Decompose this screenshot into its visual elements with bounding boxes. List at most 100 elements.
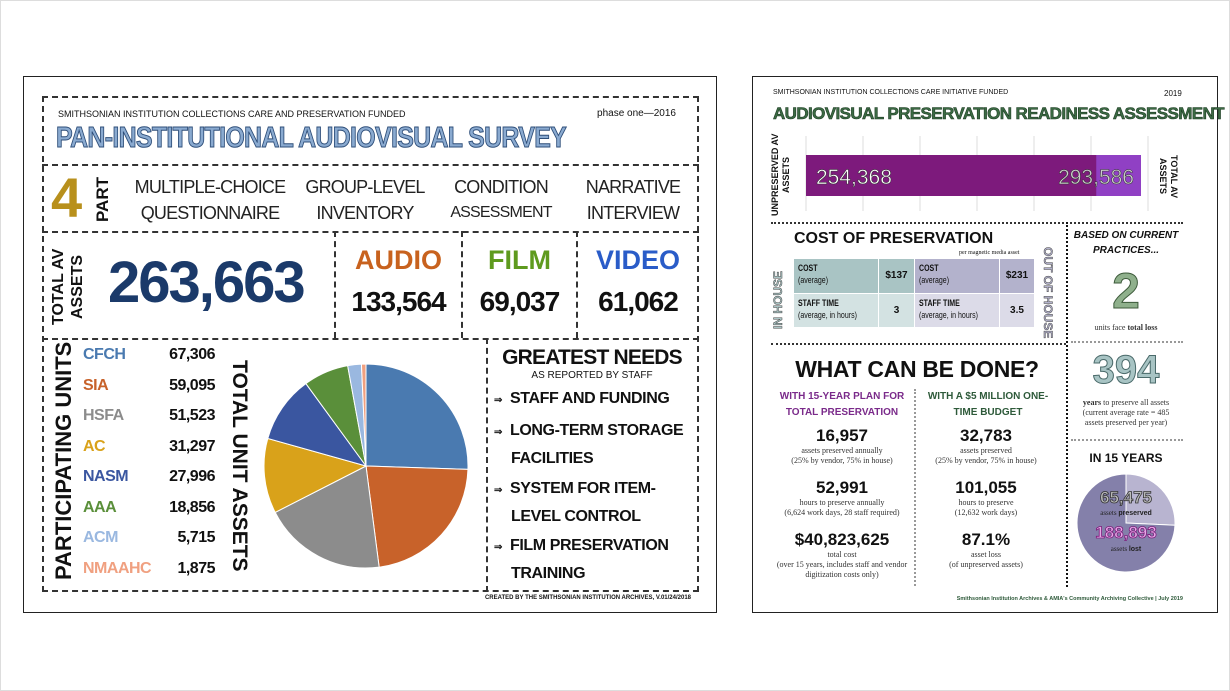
unit-value: 59,095 <box>169 376 215 394</box>
stat-block: 32,783 assets preserved (25% by vendor, 75… <box>914 426 1058 466</box>
audio-label: AUDIO <box>355 245 442 275</box>
video-value: 61,062 <box>598 286 679 317</box>
divider <box>914 389 916 586</box>
survey-title: PAN-INSTITUTIONAL AUDIOVISUAL SURVEY <box>56 122 568 155</box>
unit-pie-slice <box>267 382 368 467</box>
preserved-caption: assets preserved <box>1100 509 1152 517</box>
stat-block: 101,055 hours to preserve (12,632 work day… <box>914 478 1058 518</box>
lost-value: 188,893 <box>1095 523 1157 543</box>
in-cost-value: $137 <box>879 259 914 293</box>
stat-value: $40,823,625 <box>794 530 890 549</box>
in-cost-label: COST (average) <box>794 259 878 293</box>
stat-note: (over 15 years, includes staff and vendo… <box>776 560 908 579</box>
stat-value: 87.1% <box>961 530 1011 549</box>
out-staff-label: STAFF TIME (average, in hours) <box>915 294 999 327</box>
units-loss-number: 2 <box>1112 263 1141 319</box>
unit-pie-slice <box>263 437 368 514</box>
assessment-credit: Smithsonian Institution Archives & AMIA'… <box>956 596 1183 602</box>
plan-title: WITH 15-YEAR PLAN FOR TOTAL PRESERVATION <box>779 391 905 418</box>
stat-note: (6,624 work days, 28 staff required) <box>784 508 900 517</box>
arrow-icon: ⇒ <box>494 542 502 553</box>
total-bar-label: 293,586 <box>1058 166 1134 189</box>
assessment-title: AUDIOVISUAL PRESERVATION READINESS ASSES… <box>773 104 1225 124</box>
funding-note: SMITHSONIAN INSTITUTION COLLECTIONS CARE… <box>773 89 1009 96</box>
stat-block: 87.1% asset loss (of unpreserved assets) <box>914 530 1058 570</box>
what-can-be-done-title: WHAT CAN BE DONE? <box>795 356 1039 382</box>
unit-value: 18,856 <box>169 498 215 516</box>
divider <box>42 164 699 166</box>
unit-name: HSFA <box>83 407 124 424</box>
arrow-icon: ⇒ <box>494 395 502 406</box>
current-practices-title: BASED ON CURRENT PRACTICES... <box>1073 230 1179 256</box>
stat-value: 16,957 <box>816 426 868 445</box>
fifteen-year-pie-chart <box>1076 473 1176 573</box>
funding-note: SMITHSONIAN INSTITUTION COLLECTIONS CARE… <box>58 109 406 119</box>
arrow-icon: ⇒ <box>494 427 502 438</box>
stat-block: $40,823,625 total cost (over 15 years, inc… <box>770 530 914 580</box>
audio-value: 133,564 <box>351 286 446 317</box>
stat-note: (12,632 work days) <box>954 508 1018 517</box>
film-label: FILM <box>488 245 551 275</box>
unit-pie-slice <box>365 363 469 470</box>
divider <box>771 222 1183 224</box>
stat-block: 16,957 assets preserved annually (25% by v… <box>770 426 914 466</box>
lost-caption: assets lost <box>1110 545 1142 553</box>
need-item: ⇒ LONG-TERM STORAGE FACILITIES <box>494 422 684 467</box>
in15-title: IN 15 YEARS <box>1089 451 1163 465</box>
in-house-label: IN HOUSE <box>771 270 786 330</box>
unit-name: AC <box>83 437 106 455</box>
unpreserved-bar-label: 254,368 <box>816 166 892 189</box>
divider <box>576 231 578 338</box>
survey-credit: CREATED BY THE SMITHSONIAN INSTITUTION A… <box>484 595 691 601</box>
unit-name: ACM <box>83 529 118 546</box>
fifteen-year-pie-slice <box>1076 473 1176 573</box>
assets-bar-chart: 254,368 293,586 <box>805 136 1149 211</box>
survey-frame <box>42 96 699 592</box>
stat-desc: assets preserved annually <box>801 446 883 455</box>
stat-note: (25% by vendor, 75% in house) <box>791 456 893 465</box>
divider <box>1066 222 1068 587</box>
out-staff-value: 3.5 <box>1000 294 1034 327</box>
out-house-label: OUT OF HOUSE <box>1041 247 1056 339</box>
parts-number: 4 <box>51 166 83 229</box>
units-loss-text: units face total loss <box>1094 323 1158 332</box>
stat-value: 101,055 <box>955 478 1017 497</box>
unit-value: 31,297 <box>169 437 215 455</box>
unit-pie-slice <box>365 465 469 568</box>
participating-units-label: PARTICIPATING UNITS <box>51 341 76 580</box>
in-staff-value: 3 <box>879 294 914 327</box>
budget-title: WITH A $5 MILLION ONE-TIME BUDGET <box>927 391 1049 418</box>
unit-value: 1,875 <box>177 559 215 577</box>
stat-value: 52,991 <box>816 478 868 497</box>
unit-value: 51,523 <box>169 407 215 424</box>
cost-note: per magnetic media asset <box>959 250 1020 256</box>
parts-label: PART <box>93 177 112 223</box>
unit-name: NMAAHC <box>83 559 152 577</box>
divider <box>42 231 699 233</box>
total-av-value: 263,663 <box>108 250 306 315</box>
unit-name: CFCH <box>83 346 126 363</box>
unit-assets-pie-chart <box>263 363 469 569</box>
film-value: 69,037 <box>479 286 561 317</box>
need-item: ⇒ FILM PRESERVATION TRAINING <box>494 537 669 582</box>
stat-desc: hours to preserve <box>958 498 1014 507</box>
divider <box>1071 439 1183 441</box>
divider <box>334 231 336 338</box>
years-number: 394 <box>1092 348 1160 393</box>
in-staff-label: STAFF TIME (average, in hours) <box>794 294 878 327</box>
stat-block: 52,991 hours to preserve annually (6,624 w… <box>770 478 914 518</box>
preserved-value: 65,475 <box>1100 488 1153 508</box>
unit-name: NASM <box>83 468 129 485</box>
need-item: ⇒ SYSTEM FOR ITEM- LEVEL CONTROL <box>494 480 656 525</box>
out-cost-value: $231 <box>1000 259 1034 293</box>
cost-title: COST OF PRESERVATION <box>794 230 994 247</box>
unit-value: 5,715 <box>177 529 215 546</box>
unpreserved-label: UNPRESERVED AV ASSETS <box>770 133 791 217</box>
divider <box>486 338 488 592</box>
total-unit-assets-label: TOTAL UNIT ASSETS <box>228 360 251 572</box>
unit-value: 67,306 <box>169 346 215 363</box>
phase-label: phase one—2016 <box>597 108 676 119</box>
unit-value: 27,996 <box>169 468 215 485</box>
unit-name: AAA <box>83 498 117 516</box>
stat-desc: assets preserved <box>960 446 1012 455</box>
